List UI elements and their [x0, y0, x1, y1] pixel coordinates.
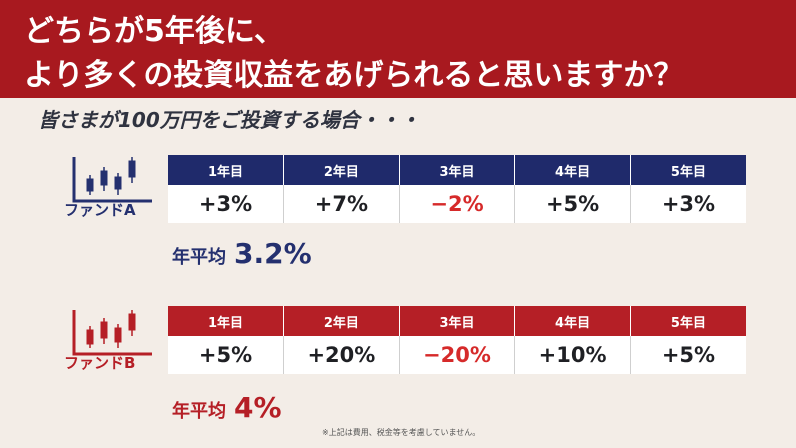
- fund-b-average-value: 4%: [234, 391, 282, 424]
- fund-a-year-4: 4年目: [514, 155, 631, 185]
- fund-b-return-3: −20%: [398, 336, 515, 374]
- fund-a-average-value: 3.2%: [234, 237, 312, 270]
- fund-b-year-2: 2年目: [283, 306, 400, 336]
- fund-b-return-4: +10%: [514, 336, 631, 374]
- fund-a-return-2: +7%: [283, 185, 400, 223]
- fund-a-return-5: +3%: [629, 185, 746, 223]
- fund-b-average-label: 年平均: [172, 401, 226, 422]
- fund-a-year-5: 5年目: [629, 155, 746, 185]
- title-line-2: より多くの投資収益をあげられると思いますか？: [24, 58, 684, 93]
- fund-a-table: 1年目 2年目 3年目 4年目 5年目 +3% +7% −2% +5% +3%: [168, 155, 746, 223]
- fund-a-return-1: +3%: [168, 185, 284, 223]
- fund-b-average: 年平均 4%: [172, 391, 282, 424]
- fund-b-year-5: 5年目: [629, 306, 746, 336]
- fund-b-table: 1年目 2年目 3年目 4年目 5年目 +5% +20% −20% +10% +…: [168, 306, 746, 374]
- title-line-1: どちらが5年後に、: [24, 14, 284, 49]
- fund-b-logo: ファンドB: [56, 308, 166, 378]
- fund-a-year-2: 2年目: [283, 155, 400, 185]
- candlestick-chart-icon: [72, 157, 152, 203]
- fund-a-year-1: 1年目: [168, 155, 284, 185]
- fund-a-return-4: +5%: [514, 185, 631, 223]
- fund-a-year-3: 3年目: [398, 155, 515, 185]
- fund-b-return-5: +5%: [629, 336, 746, 374]
- fund-b-year-4: 4年目: [514, 306, 631, 336]
- fund-a-logo: ファンドA: [56, 155, 166, 225]
- fund-b-return-1: +5%: [168, 336, 284, 374]
- fund-a-average: 年平均 3.2%: [172, 237, 312, 270]
- fund-a-return-3: −2%: [398, 185, 515, 223]
- title-banner: どちらが5年後に、 より多くの投資収益をあげられると思いますか？: [0, 0, 796, 98]
- fund-a-name: ファンドA: [64, 201, 136, 219]
- candlestick-chart-icon: [72, 310, 152, 356]
- fund-b-year-1: 1年目: [168, 306, 284, 336]
- disclaimer-note: ※上記は費用、税金等を考慮していません。: [322, 428, 481, 437]
- fund-a-average-label: 年平均: [172, 247, 226, 268]
- fund-b-return-2: +20%: [283, 336, 400, 374]
- fund-b-year-3: 3年目: [398, 306, 515, 336]
- subtitle: 皆さまが100万円をご投資する場合・・・: [38, 108, 420, 132]
- fund-b-name: ファンドB: [64, 354, 136, 372]
